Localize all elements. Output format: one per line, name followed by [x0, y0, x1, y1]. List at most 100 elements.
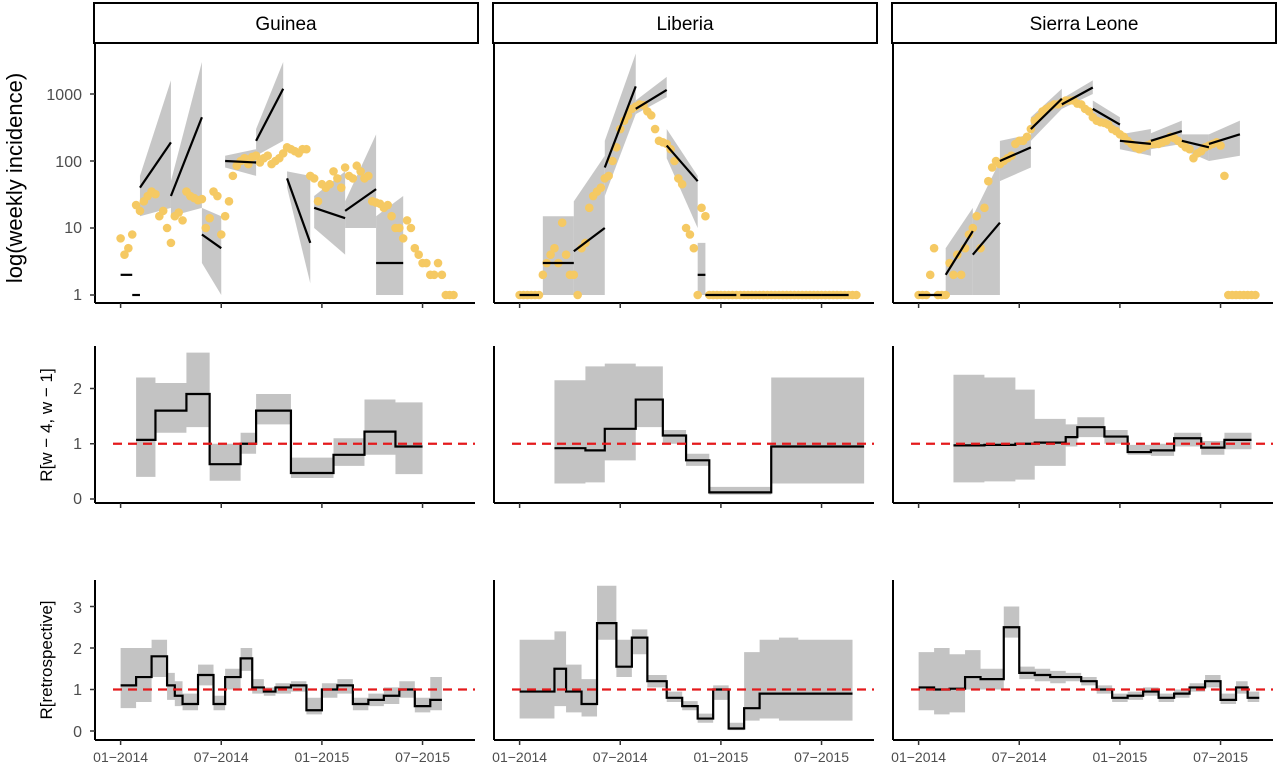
incidence-point — [410, 243, 420, 253]
projection-line — [139, 141, 172, 189]
incidence-point — [976, 243, 985, 253]
incidence-point — [956, 270, 966, 280]
incidence-point — [941, 290, 951, 300]
incidence-point — [689, 243, 699, 253]
projection-ribbon — [1208, 120, 1240, 161]
projection-line — [1119, 139, 1151, 145]
incidence-point — [1251, 290, 1260, 300]
incidence-point — [697, 203, 706, 213]
x-tick-label: 07−2015 — [794, 749, 849, 764]
incidence-point — [166, 238, 176, 248]
x-tick-label: 01−2014 — [891, 749, 946, 764]
x-tick-label: 01−2015 — [294, 749, 349, 764]
incidence-point — [325, 179, 334, 189]
r-series-row2-sierra-leone — [911, 374, 1273, 483]
incidence-point — [174, 208, 183, 217]
incidence-point — [449, 290, 458, 300]
incidence-point — [356, 167, 365, 176]
incidence-point — [329, 167, 338, 176]
incidence-point — [116, 234, 125, 243]
incidence-point — [693, 290, 702, 300]
projection-line — [313, 206, 346, 220]
y-ticks-r-window: 0 1 2 — [73, 381, 82, 508]
incidence-point — [681, 223, 691, 233]
incidence-point — [987, 163, 997, 172]
y-tick-label: 1 — [73, 682, 82, 699]
y-tick-label: 1 — [73, 287, 82, 304]
incidence-point — [929, 243, 939, 253]
projection-ribbon — [972, 161, 1000, 295]
projection-line — [1150, 129, 1183, 142]
y-tick-label: 2 — [73, 641, 82, 658]
y-tick-label: 1 — [73, 436, 82, 453]
y-ticks-r-retrospective: 0 1 2 3 — [73, 600, 82, 741]
strip-label-liberia: Liberia — [656, 14, 713, 35]
strip-box-sierra-leone — [891, 2, 1277, 44]
incidence-point — [398, 234, 408, 243]
incidence-point — [573, 290, 582, 300]
incidence-point — [402, 216, 412, 225]
incidence-point — [151, 189, 160, 199]
incidence-point — [677, 179, 687, 189]
r-series-row3-guinea — [113, 639, 475, 715]
incidence-series-guinea — [116, 62, 458, 300]
r-step-line — [136, 392, 423, 475]
incidence-series-liberia — [515, 53, 861, 300]
incidence-point — [309, 174, 319, 183]
strip-guinea: Guinea — [93, 2, 479, 44]
panel-grid: 01−2014 07−2014 01−2015 07−2015 01−2014 07−20… — [90, 42, 1273, 764]
y-tick-label: 0 — [73, 491, 82, 508]
projection-line — [344, 188, 377, 212]
projection-line — [665, 144, 699, 182]
r-credible-ribbon — [120, 639, 442, 715]
r-series-row2-guinea — [113, 352, 475, 481]
projection-line — [944, 230, 974, 276]
incidence-point — [158, 206, 168, 216]
incidence-point — [201, 223, 211, 233]
projection-line — [573, 227, 606, 253]
incidence-point — [364, 171, 373, 181]
x-tick-label: 01−2014 — [492, 749, 547, 764]
incidence-point — [127, 230, 137, 239]
incidence-point — [333, 174, 342, 183]
r-step-line — [554, 398, 865, 494]
r-credible-ribbon — [554, 363, 865, 495]
incidence-point — [406, 223, 416, 233]
strip-box-liberia — [492, 2, 878, 44]
r-credible-ribbon — [918, 606, 1260, 715]
projection-line — [999, 146, 1032, 163]
panel-r3-sierra-leone: 01−2014 07−2014 01−2015 07−2015 — [891, 580, 1273, 764]
incidence-point — [213, 191, 222, 201]
projection-ribbon — [376, 196, 404, 295]
projection-line — [255, 88, 285, 142]
incidence-point — [546, 250, 555, 259]
y-tick-label: 3 — [73, 600, 82, 617]
incidence-point — [650, 124, 660, 134]
incidence-point — [383, 200, 393, 210]
panel-r1-guinea — [90, 42, 475, 308]
incidence-point — [348, 174, 358, 183]
projection-ribbon — [573, 155, 605, 295]
projection-line — [635, 88, 668, 110]
incidence-point — [224, 197, 234, 206]
x-tick-label: 01−2014 — [93, 749, 148, 764]
incidence-point — [429, 270, 439, 280]
r-credible-ribbon — [519, 585, 853, 731]
incidence-point — [968, 223, 978, 233]
incidence-point — [596, 183, 606, 192]
incidence-point — [538, 270, 548, 280]
y-axis-title-r-window: R[w − 4, w − 1] — [37, 368, 56, 481]
projection-ribbon — [697, 242, 706, 295]
incidence-point — [216, 230, 226, 239]
r-step-line — [953, 426, 1252, 454]
incidence-point — [340, 163, 350, 172]
incidence-point — [550, 243, 559, 253]
strip-box-guinea — [93, 2, 479, 44]
panel-r3-guinea: 01−2014 07−2014 01−2015 07−2015 — [90, 580, 475, 764]
incidence-point — [124, 243, 133, 253]
projection-ribbon — [287, 171, 311, 284]
projection-line — [971, 221, 1001, 256]
projection-line — [1030, 97, 1063, 130]
x-tick-label: 01−2015 — [1092, 749, 1147, 764]
